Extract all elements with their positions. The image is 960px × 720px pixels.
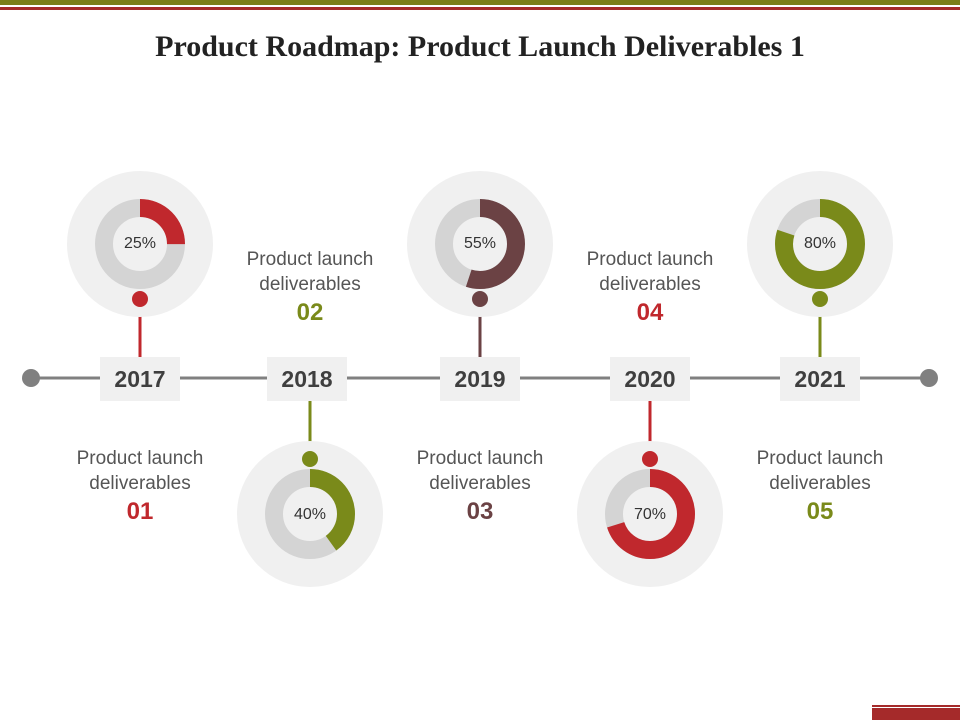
top-accent-bar-red (0, 7, 960, 10)
donut-background-2021 (747, 171, 893, 317)
connector-dot-2019 (472, 291, 488, 307)
year-2020-box: 2020 (610, 357, 690, 401)
year-2019-box: 2019 (440, 357, 520, 401)
label-line-2: deliverables (259, 274, 361, 295)
deliverable-label-01: Product launch deliverables 01 (50, 446, 230, 528)
donut-background-2019 (407, 171, 553, 317)
page-title: Product Roadmap: Product Launch Delivera… (155, 30, 805, 63)
deliverable-number: 05 (806, 498, 834, 525)
label-line-2: deliverables (599, 274, 701, 295)
deliverable-number: 03 (466, 498, 494, 525)
donut-progress-2017 (95, 199, 185, 289)
timeline-end-dot (920, 369, 938, 387)
donut-progress-2018 (265, 469, 355, 559)
connector-dot-2020 (642, 451, 658, 467)
bottom-accent-block (872, 708, 960, 720)
deliverable-label-04: Product launch deliverables 04 (560, 247, 740, 329)
connector-dot-2021 (812, 291, 828, 307)
donut-percent-2018: 40% (293, 506, 327, 523)
deliverable-number: 02 (296, 299, 324, 326)
donut-background-2020 (577, 441, 723, 587)
deliverable-number: 01 (126, 498, 154, 525)
connector-dot-2018 (302, 451, 318, 467)
connector-dot-2017 (132, 291, 148, 307)
bottom-accent-line (872, 705, 960, 707)
donut-progress-2021 (775, 199, 865, 289)
year-2017-box: 2017 (100, 357, 180, 401)
donut-percent-2021: 80% (803, 235, 837, 252)
deliverable-number: 04 (636, 299, 664, 326)
year-2021-box: 2021 (780, 357, 860, 401)
label-line-1: Product launch (756, 448, 884, 469)
donut-percent-2019: 55% (463, 235, 497, 252)
donut-background-2017 (67, 171, 213, 317)
label-line-1: Product launch (416, 448, 544, 469)
deliverable-label-02: Product launch deliverables 02 (220, 247, 400, 329)
label-line-1: Product launch (586, 249, 714, 270)
timeline-start-dot (22, 369, 40, 387)
label-line-2: deliverables (769, 473, 871, 494)
donut-percent-2020: 70% (633, 506, 667, 523)
donut-progress-2019 (435, 199, 525, 289)
label-line-1: Product launch (76, 448, 204, 469)
label-line-1: Product launch (246, 249, 374, 270)
deliverable-label-03: Product launch deliverables 03 (390, 446, 570, 528)
donut-percent-2017: 25% (123, 235, 157, 252)
deliverable-label-05: Product launch deliverables 05 (730, 446, 910, 528)
donut-progress-2020 (605, 469, 695, 559)
label-line-2: deliverables (89, 473, 191, 494)
year-2018-box: 2018 (267, 357, 347, 401)
top-accent-bar-olive (0, 0, 960, 5)
label-line-2: deliverables (429, 473, 531, 494)
donut-background-2018 (237, 441, 383, 587)
